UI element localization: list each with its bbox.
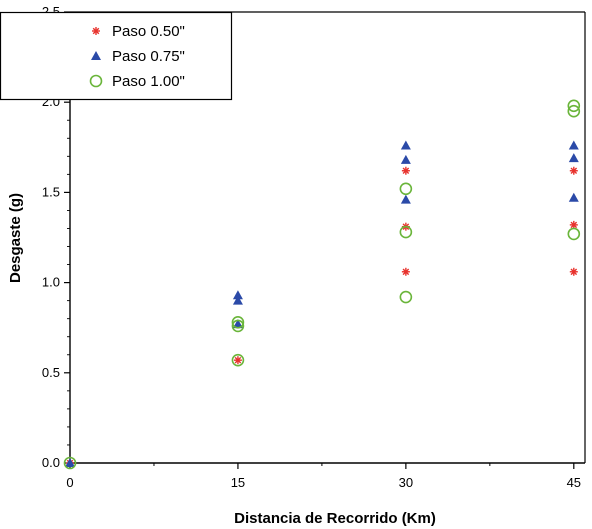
data-point-triangle [400,194,411,204]
data-point-asterisk [569,220,578,229]
x-tick-label: 45 [567,475,581,490]
legend: Paso 0.50" Paso 0.75" Paso 1.00" [0,11,233,101]
data-point-triangle [232,319,243,329]
legend-marker-asterisk [92,27,100,35]
legend-label: Paso 0.50" [112,23,185,40]
y-tick-label: 1.0 [42,275,60,290]
data-point-triangle [65,458,75,467]
y-axis-ticks: 0.00.51.01.52.02.5 [42,4,70,470]
data-point-asterisk [401,166,410,175]
x-tick-label: 30 [399,475,413,490]
data-point-asterisk [401,267,410,276]
data-point-triangle [568,192,579,202]
data-point-asterisk [569,267,578,276]
data-point-triangle [400,154,411,164]
data-point-circle [399,182,413,196]
data-point-circle [231,315,245,329]
data-point-circle [567,104,581,118]
data-point-asterisk [569,166,578,175]
data-point-circle [567,227,581,241]
legend-box [0,11,233,101]
data-point-circle [399,290,413,304]
legend-label: Paso 1.00" [112,73,185,90]
y-tick-label: 0.0 [42,455,60,470]
data-point-circle [231,353,245,367]
data-point-triangle [400,140,411,150]
data-point-circle [567,99,581,113]
legend-marker-circle [89,74,103,88]
data-point-triangle [232,290,243,300]
y-tick-label: 0.5 [42,365,60,380]
x-axis-title: Distancia de Recorrido (Km) [234,510,436,527]
data-point-circle [231,319,245,333]
y-axis-title: Desgaste (g) [7,193,24,283]
x-tick-label: 15 [231,475,245,490]
x-tick-label: 0 [66,475,73,490]
legend-label: Paso 0.75" [112,48,185,65]
data-point-triangle [568,140,579,150]
y-tick-label: 1.5 [42,184,60,199]
data-point-circle [63,456,77,470]
data-point-asterisk [233,356,242,365]
data-point-triangle [568,153,579,163]
x-axis-ticks: 0 15 30 45 [66,463,581,490]
data-point-triangle [232,295,243,305]
data-markers [63,99,581,470]
data-point-circle [399,225,413,239]
legend-marker-triangle [91,51,101,60]
